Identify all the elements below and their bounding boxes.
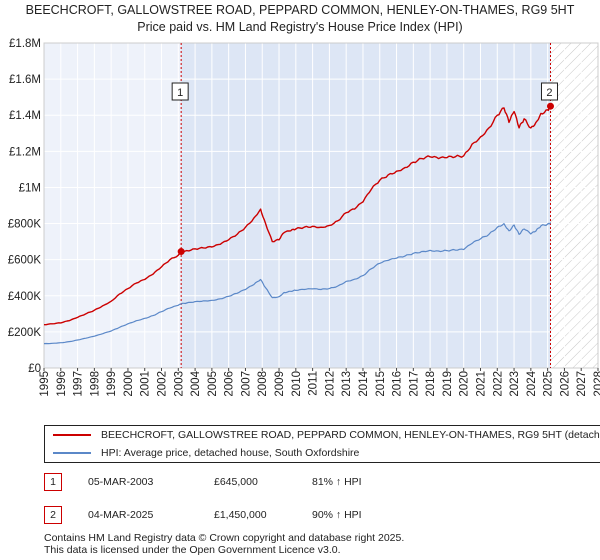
sale-marker-1: 1 [44, 473, 62, 491]
x-tick-label: 2016 [392, 371, 404, 397]
hpi-line [43, 222, 552, 345]
x-tick-label: 2021 [475, 371, 487, 397]
footer-copyright: Contains HM Land Registry data © Crown c… [44, 532, 405, 544]
plot-border [43, 42, 599, 369]
x-tick-label: 2010 [291, 371, 303, 397]
x-tick-label: 1996 [56, 371, 68, 397]
x-tick-label: 2011 [308, 371, 320, 396]
y-tick-label: £1.4M [9, 110, 41, 122]
x-tick-label: 2008 [257, 371, 269, 397]
ownership-shade [181, 43, 551, 368]
sale-date: 05-MAR-2003 [88, 476, 154, 488]
legend-swatch-hpi [53, 452, 91, 454]
x-tick-label: 2015 [375, 371, 387, 397]
y-tick-label: £1.2M [9, 146, 41, 158]
chart-legend: BEECHCROFT, GALLOWSTREE ROAD, PEPPARD CO… [44, 425, 600, 463]
x-tick-label: 2006 [224, 371, 236, 397]
x-tick-label: 2003 [173, 371, 185, 397]
x-tick-label: 2018 [425, 371, 437, 397]
x-tick-label: 2002 [157, 371, 169, 397]
legend-label-hpi: HPI: Average price, detached house, Sout… [101, 447, 360, 459]
future-hatch [550, 43, 598, 368]
x-tick-label: 2025 [543, 371, 555, 397]
sale-label-2: 2 [546, 87, 552, 99]
legend-item-property: BEECHCROFT, GALLOWSTREE ROAD, PEPPARD CO… [45, 426, 600, 444]
sale-price: £645,000 [214, 476, 258, 488]
y-tick-label: £400K [8, 291, 42, 303]
sale-row-1: 1 05-MAR-2003 £645,000 81% ↑ HPI [44, 471, 584, 493]
sale-hpi-change: 90% ↑ HPI [312, 509, 362, 521]
x-tick-label: 1997 [73, 371, 85, 397]
x-tick-label: 1999 [106, 371, 118, 397]
y-tick-label: £0 [28, 363, 41, 375]
x-tick-label: 2017 [408, 371, 420, 397]
x-tick-label: 2012 [324, 371, 336, 397]
x-tick-label: 2027 [576, 371, 588, 397]
chart-title-address: BEECHCROFT, GALLOWSTREE ROAD, PEPPARD CO… [25, 3, 575, 17]
x-tick-label: 2028 [593, 371, 600, 397]
x-tick-label: 2001 [140, 371, 152, 397]
legend-swatch-property [53, 434, 91, 436]
sale-label-box-2 [540, 82, 558, 101]
sale-hpi-change: 81% ↑ HPI [312, 476, 362, 488]
x-tick-label: 2020 [459, 371, 471, 397]
y-tick-label: £1.6M [9, 74, 41, 86]
x-tick-label: 2005 [207, 371, 219, 397]
sale-price: £1,450,000 [214, 509, 267, 521]
footer-licence: This data is licensed under the Open Gov… [44, 544, 341, 556]
legend-item-hpi: HPI: Average price, detached house, Sout… [45, 444, 359, 462]
y-tick-label: £600K [8, 255, 42, 267]
y-tick-label: £1.8M [9, 38, 41, 50]
property-price-line [44, 105, 551, 326]
x-tick-label: 2009 [274, 371, 286, 397]
chart-subtitle: Price paid vs. HM Land Registry's House … [137, 20, 463, 34]
sale-row-2: 2 04-MAR-2025 £1,450,000 90% ↑ HPI [44, 504, 584, 526]
x-tick-label: 2007 [240, 371, 252, 397]
sale-label-1: 1 [177, 87, 183, 99]
x-tick-label: 2023 [509, 371, 521, 397]
x-tick-label: 1998 [89, 371, 101, 397]
y-tick-label: £800K [8, 219, 42, 231]
sale-label-box-1 [171, 82, 189, 101]
x-tick-label: 2026 [559, 371, 571, 397]
x-tick-label: 2004 [190, 370, 202, 396]
x-tick-label: 2014 [358, 370, 370, 396]
y-tick-label: £200K [8, 327, 42, 339]
legend-label-property: BEECHCROFT, GALLOWSTREE ROAD, PEPPARD CO… [101, 429, 600, 441]
x-tick-label: 2022 [492, 371, 504, 397]
sale-point-1 [177, 248, 185, 256]
sale-marker-2: 2 [44, 506, 62, 524]
x-tick-label: 2000 [123, 371, 135, 397]
x-tick-label: 2024 [526, 370, 538, 396]
x-tick-label: 2013 [341, 371, 353, 397]
sale-point-2 [546, 102, 554, 110]
y-tick-label: £1M [19, 182, 41, 194]
x-tick-label: 1995 [39, 371, 51, 397]
x-tick-label: 2019 [442, 371, 454, 397]
price-chart: £0 £200K £400K £600K £800K £1M £1.2M £1.4M £1.6M… [8, 38, 600, 397]
sale-date: 04-MAR-2025 [88, 509, 154, 521]
